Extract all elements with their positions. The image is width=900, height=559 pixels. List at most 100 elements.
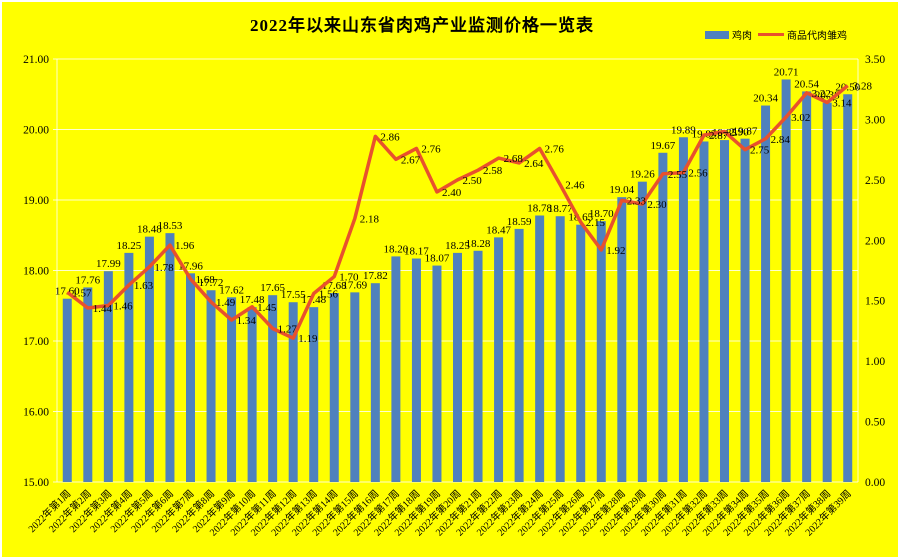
bar-value-label: 19.04 xyxy=(609,184,634,196)
bar-week-38 xyxy=(822,102,832,483)
bar-week-20 xyxy=(453,252,462,482)
bar-week-24 xyxy=(535,215,545,482)
bar-week-32 xyxy=(699,141,709,483)
line-value-label: 1.46 xyxy=(113,301,133,313)
right-axis-tick-label: 3.50 xyxy=(865,54,885,66)
line-value-label: 2.33 xyxy=(627,195,647,207)
bar-week-21 xyxy=(473,250,483,482)
line-value-label: 2.90 xyxy=(730,127,750,139)
bar-week-12 xyxy=(288,302,298,482)
line-value-label: 2.58 xyxy=(483,165,503,177)
left-axis-tick-label: 20.00 xyxy=(23,125,49,137)
line-value-label: 3.22 xyxy=(812,88,831,100)
line-value-label: 2.87 xyxy=(709,130,729,142)
bar-week-19 xyxy=(432,265,442,482)
bar-value-label: 18.17 xyxy=(404,246,429,258)
line-value-label: 2.68 xyxy=(504,153,524,165)
bar-value-label: 18.78 xyxy=(527,203,552,215)
line-value-label: 1.44 xyxy=(93,303,113,315)
bar-week-29 xyxy=(637,181,647,483)
bar-value-label: 18.47 xyxy=(486,224,511,236)
legend-line-label: 商品代肉雏鸡 xyxy=(787,31,847,42)
bar-value-label: 18.07 xyxy=(425,253,450,265)
legend-bar-swatch-icon xyxy=(705,30,729,39)
bar-value-label: 18.77 xyxy=(548,203,573,215)
bar-week-39 xyxy=(843,94,853,482)
bar-week-7 xyxy=(186,273,195,482)
line-value-label: 1.49 xyxy=(216,297,236,309)
left-axis-tick-label: 16.00 xyxy=(23,407,49,419)
bar-week-37 xyxy=(802,91,812,483)
bar-week-15 xyxy=(350,292,360,482)
bar-value-label: 17.99 xyxy=(96,258,121,270)
bar-week-28 xyxy=(617,197,627,482)
line-value-label: 1.96 xyxy=(175,240,195,252)
bar-value-label: 20.54 xyxy=(794,78,819,90)
bar-week-34 xyxy=(740,138,750,483)
bar-week-31 xyxy=(678,137,688,482)
line-value-label: 1.27 xyxy=(278,324,298,336)
bar-week-18 xyxy=(411,258,421,482)
line-value-label: 2.50 xyxy=(463,175,483,187)
line-value-label: 2.84 xyxy=(771,134,791,146)
bar-value-label: 18.48 xyxy=(137,224,162,236)
legend: 鸡肉 商品代肉雏鸡 xyxy=(705,27,847,42)
bar-week-5 xyxy=(144,236,154,482)
chick-price-line xyxy=(66,84,849,340)
line-value-label: 1.63 xyxy=(134,280,154,292)
bar-week-26 xyxy=(576,224,586,483)
line-value-label: 2.64 xyxy=(524,158,544,170)
bar-week-13 xyxy=(309,307,319,482)
bar-value-label: 17.55 xyxy=(281,289,306,301)
bar-value-label: 18.28 xyxy=(466,238,491,250)
left-axis-tick-label: 19.00 xyxy=(23,195,49,207)
bar-value-label: 19.67 xyxy=(651,140,676,152)
bar-week-17 xyxy=(391,256,401,482)
line-value-label: 2.86 xyxy=(380,131,400,143)
bar-value-label: 17.82 xyxy=(363,270,388,282)
bar-value-label: 17.62 xyxy=(219,284,244,296)
bar-value-label: 17.60 xyxy=(55,286,80,298)
line-value-label: 2.15 xyxy=(586,217,606,229)
bar-value-label: 19.89 xyxy=(671,124,696,136)
line-value-label: 2.18 xyxy=(360,214,380,226)
right-axis-tick-label: 3.00 xyxy=(865,114,885,126)
legend-bar-label: 鸡肉 xyxy=(732,31,752,42)
bar-week-14 xyxy=(329,293,339,482)
bar-week-30 xyxy=(658,152,668,482)
bar-week-36 xyxy=(781,79,791,482)
left-axis-tick-label: 18.00 xyxy=(23,266,49,278)
line-value-label: 2.55 xyxy=(668,169,688,181)
line-value-label: 1.57 xyxy=(72,287,92,299)
bar-week-1 xyxy=(62,298,72,482)
line-value-label: 3.02 xyxy=(791,112,810,124)
bar-value-label: 19.26 xyxy=(630,169,655,181)
bar-week-10 xyxy=(247,307,257,482)
bar-value-label: 17.76 xyxy=(75,274,100,286)
line-value-label: 1.68 xyxy=(196,274,216,286)
line-value-label: 1.19 xyxy=(298,333,318,345)
right-axis-tick-label: 2.00 xyxy=(865,235,885,247)
left-axis-tick-label: 17.00 xyxy=(23,336,49,348)
bar-week-4 xyxy=(124,252,134,482)
right-axis-tick-label: 0.50 xyxy=(865,417,885,429)
line-value-label: 3.28 xyxy=(853,81,873,93)
bar-value-label: 17.65 xyxy=(260,282,285,294)
line-value-label: 1.45 xyxy=(257,302,277,314)
line-value-label: 2.76 xyxy=(545,143,565,155)
bar-value-label: 17.72 xyxy=(199,277,224,289)
bar-value-label: 20.71 xyxy=(774,66,799,78)
bar-value-label: 18.53 xyxy=(158,220,183,232)
bar-week-33 xyxy=(720,140,729,482)
right-axis-tick-label: 0.00 xyxy=(865,477,885,489)
bar-week-27 xyxy=(596,221,606,482)
line-value-label: 2.40 xyxy=(442,187,462,199)
bar-week-9 xyxy=(227,297,237,482)
bar-value-label: 19.87 xyxy=(733,126,758,138)
bar-week-35 xyxy=(761,105,771,482)
right-axis-tick-label: 1.50 xyxy=(865,296,885,308)
bar-week-3 xyxy=(103,271,113,482)
line-value-label: 1.78 xyxy=(154,262,174,274)
bar-week-22 xyxy=(494,237,504,482)
